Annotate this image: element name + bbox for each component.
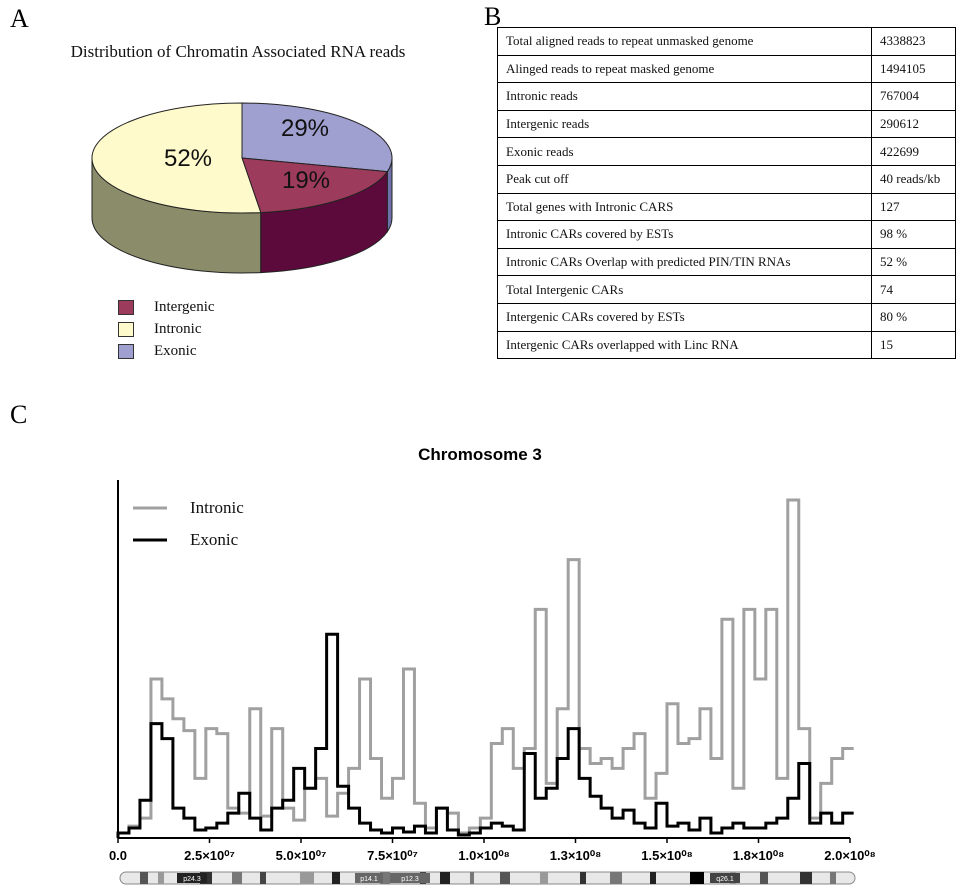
legend-item-intergenic: Intergenic [118, 296, 215, 318]
table-cell-label: Intronic CARs Overlap with predicted PIN… [497, 247, 872, 277]
x-tick-label: 1.3×10⁰⁸ [550, 848, 601, 863]
table-row: Intronic CARs covered by ESTs 98 % [497, 220, 956, 249]
panel-label-b: B [484, 2, 502, 31]
pie-chart-title: Distribution of Chromatin Associated RNA… [70, 42, 406, 61]
legend-swatch-intergenic [118, 299, 134, 315]
table-cell-label: Total Intergenic CARs [497, 275, 872, 304]
legend-item-exonic: Exonic [118, 340, 215, 362]
pie-side-walls [91, 157, 393, 274]
x-tick-label: 7.5×10⁰⁷ [367, 848, 418, 863]
table-row: Total Intergenic CARs 74 [497, 275, 956, 304]
pie-slice-intronic [91, 102, 262, 214]
table-cell-label: Intronic CARs covered by ESTs [497, 220, 872, 249]
table-cell-value: 74 [871, 275, 956, 304]
legend-label-intergenic: Intergenic [154, 298, 215, 315]
table-cell-value: 422699 [871, 137, 956, 166]
pie-label-exonic: 29% [281, 115, 329, 142]
table-cell-label: Intronic reads [497, 82, 872, 111]
table-cell-label: Peak cut off [497, 164, 872, 194]
table-row: Total aligned reads to repeat unmasked g… [497, 27, 956, 56]
table-cell-value: 52 % [871, 247, 956, 277]
chromosome-3-chart: Chromosome 3 0.0 2.5×10⁰⁷ 5.0×10⁰⁷ 7.5×10⁰⁷ 1… [109, 445, 876, 885]
table-cell-label: Intergenic reads [497, 109, 872, 139]
legend-swatch-intronic [118, 321, 134, 337]
table-row: Exonic reads 422699 [497, 137, 956, 166]
table-cell-label: Intergenic CARs covered by ESTs [497, 302, 872, 332]
pie-label-intergenic: 19% [282, 167, 330, 194]
table-row: Intergenic reads 290612 [497, 109, 956, 139]
ideogram-band-label: q26.1 [716, 876, 734, 883]
table-cell-value: 767004 [871, 82, 956, 111]
legend-label-intronic: Intronic [154, 320, 202, 337]
pie-label-intronic: 52% [164, 145, 212, 172]
chart-legend: Intronic Exonic [133, 498, 244, 549]
table-cell-label: Alinged reads to repeat masked genome [497, 54, 872, 84]
table-cell-value: 127 [871, 192, 956, 222]
series-line-exonic [116, 632, 854, 838]
table-row: Intergenic CARs overlapped with Linc RNA… [497, 330, 956, 360]
panel-label-a: A [10, 4, 29, 33]
table-cell-value: 4338823 [871, 27, 956, 56]
table-cell-value: 80 % [871, 302, 956, 332]
stats-table: Total aligned reads to repeat unmasked g… [497, 27, 956, 360]
table-cell-value: 40 reads/kb [871, 164, 956, 194]
table-cell-label: Total aligned reads to repeat unmasked g… [497, 27, 872, 56]
legend-label-exonic: Exonic [190, 530, 239, 549]
x-tick-label: 1.5×10⁰⁸ [641, 848, 692, 863]
x-tick-label: 2.5×10⁰⁷ [184, 848, 235, 863]
table-cell-value: 98 % [871, 220, 956, 249]
panel-label-c: C [10, 400, 28, 429]
table-cell-label: Intergenic CARs overlapped with Linc RNA [497, 330, 872, 360]
ideogram-band-label: p24.3 [183, 876, 201, 883]
table-cell-value: 1494105 [871, 54, 956, 84]
ideogram-band-label: p12.3 [401, 876, 419, 883]
x-tick-label: 1.8×10⁰⁸ [733, 848, 784, 863]
chromosome-ideogram: p24.3 p14.1 p12.3 q26.1 [119, 871, 856, 885]
table-row: Total genes with Intronic CARS 127 [497, 192, 956, 222]
table-cell-value: 290612 [871, 109, 956, 139]
table-cell-label: Exonic reads [497, 137, 872, 166]
ideogram-band-label: p14.1 [360, 876, 378, 883]
table-row: Intronic reads 767004 [497, 82, 956, 111]
series-line-intronic [116, 498, 854, 838]
pie-chart: 29% 19% 52% [91, 102, 393, 274]
x-tick-label: 0.0 [109, 848, 127, 863]
legend-swatch-exonic [118, 343, 134, 359]
pie-legend: Intergenic Intronic Exonic [118, 296, 215, 362]
pie-slice-intergenic [241, 157, 389, 214]
legend-label-intronic: Intronic [190, 498, 244, 517]
pie-slice-exonic [241, 102, 393, 173]
legend-item-intronic: Intronic [118, 318, 215, 340]
table-cell-label: Total genes with Intronic CARS [497, 192, 872, 222]
table-row: Intronic CARs Overlap with predicted PIN… [497, 247, 956, 277]
table-row: Peak cut off 40 reads/kb [497, 164, 956, 194]
table-row: Alinged reads to repeat masked genome 149… [497, 54, 956, 84]
table-row: Intergenic CARs covered by ESTs 80 % [497, 302, 956, 332]
table-cell-value: 15 [871, 330, 956, 360]
x-tick-label: 2.0×10⁰⁸ [824, 848, 875, 863]
chart-title: Chromosome 3 [418, 445, 542, 464]
legend-label-exonic: Exonic [154, 342, 197, 359]
x-tick-label: 5.0×10⁰⁷ [276, 848, 327, 863]
x-tick-label: 1.0×10⁰⁸ [458, 848, 509, 863]
